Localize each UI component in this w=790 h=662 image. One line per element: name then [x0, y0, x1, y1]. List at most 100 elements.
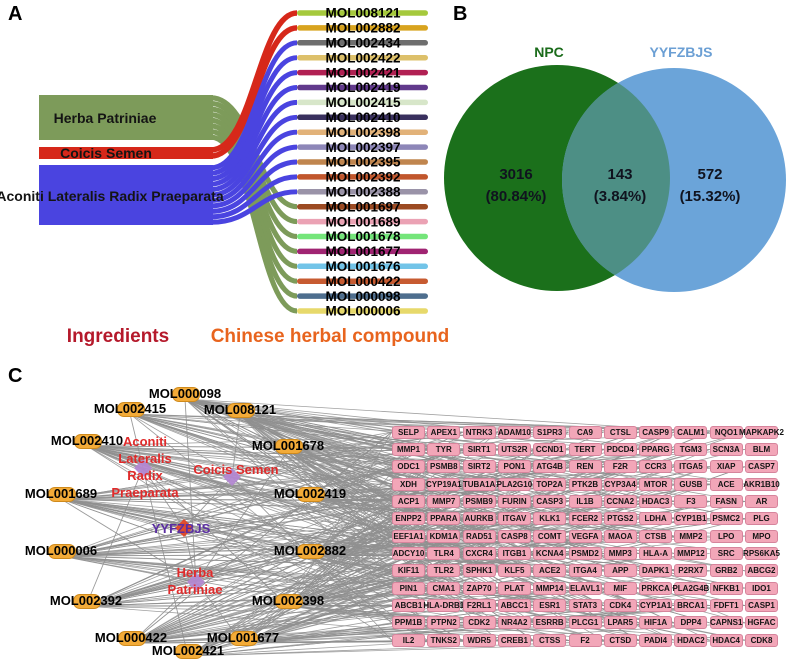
- gene-node-CASP1: CASP1: [745, 599, 778, 612]
- network-node-MOL001677: MOL001677: [197, 630, 289, 646]
- gene-node-NFKB1: NFKB1: [709, 581, 743, 595]
- network-edge: [242, 587, 746, 644]
- gene-node-APP: APP: [603, 564, 637, 578]
- venn-pct-yyfzbjs: (15.32%): [679, 188, 741, 205]
- network-edge: [287, 431, 393, 452]
- gene-node-GRB2: GRB2: [709, 564, 743, 578]
- gene-node-F2: F2: [568, 633, 602, 647]
- gene-node-KLF5: KLF5: [497, 564, 531, 578]
- sankey-target-bar-MOL002395: [297, 159, 428, 165]
- gene-node-ABCG2: ABCG2: [745, 564, 778, 578]
- network-edge-formula: [142, 467, 185, 529]
- gene-node-PLA2G10: PLA2G10: [496, 477, 533, 491]
- gene-node-PRKCA: PRKCA: [639, 581, 673, 595]
- gene-node-AURKB: AURKB: [462, 512, 496, 526]
- network-node-MOL001678: MOL001678: [242, 438, 334, 454]
- sankey-target-label: MOL000006: [325, 304, 401, 319]
- gene-node-PLG: PLG: [745, 512, 778, 526]
- sankey-target-label: MOL002415: [325, 95, 401, 110]
- gene-node-AR: AR: [745, 494, 778, 508]
- herb-node-marker-yyfzbjs: [175, 519, 193, 537]
- gene-node-ENPP2: ENPP2: [392, 512, 425, 526]
- venn-label-yyfzbjs: YYFZBJS: [649, 44, 713, 60]
- sankey-target-bar-MOL000098: [297, 293, 428, 299]
- gene-node-TERT: TERT: [568, 442, 602, 456]
- gene-node-S1PR3: S1PR3: [533, 425, 567, 439]
- gene-node-REN: REN: [568, 460, 602, 474]
- sankey-left-title: Ingredients: [66, 326, 170, 347]
- sankey-target-label: MOL002388: [325, 185, 401, 200]
- gene-node-CA9: CA9: [568, 425, 602, 439]
- sankey-flow-MOL002398: [210, 129, 298, 203]
- network-edge: [184, 398, 393, 537]
- sankey-target-label: MOL002397: [325, 140, 400, 155]
- gene-node-DAPK1: DAPK1: [639, 564, 673, 578]
- gene-node-SPHK1: SPHK1: [462, 564, 496, 578]
- sankey-flow-MOL002421: [210, 70, 298, 182]
- network-node-MOL002392: MOL002392: [40, 593, 132, 609]
- gene-node-APEX1: APEX1: [427, 425, 461, 439]
- sankey-target-label: MOL000422: [325, 274, 400, 289]
- network-label-aconiti: Aconiti Lateralis Radix Praeparata: [111, 434, 179, 500]
- node-marker: [48, 487, 76, 502]
- network-edge-herb: [231, 414, 241, 478]
- gene-node-TYR: TYR: [427, 442, 461, 456]
- sankey-target-label: MOL001678: [325, 229, 401, 244]
- gene-node-EEF1A1: EEF1A1: [392, 529, 425, 543]
- sankey-flow-MOL001676: [210, 117, 298, 269]
- gene-node-CTSS: CTSS: [533, 633, 567, 647]
- gene-node-PLCG1: PLCG1: [568, 616, 602, 630]
- gene-node-KIF11: KIF11: [392, 564, 425, 578]
- network-node-MOL000422: MOL000422: [85, 630, 177, 646]
- network-edge: [187, 605, 710, 657]
- network-edge: [130, 466, 428, 644]
- network-edge: [85, 483, 428, 607]
- gene-node-CCND1: CCND1: [533, 442, 567, 456]
- network-edge: [130, 431, 393, 644]
- node-label: MOL001678: [251, 438, 325, 453]
- panel-b-label: B: [453, 3, 468, 25]
- gene-node-UTS2R: UTS2R: [497, 442, 531, 456]
- gene-node-LPO: LPO: [709, 529, 743, 543]
- network-edge: [187, 553, 428, 657]
- network-node-MOL002398: MOL002398: [242, 593, 334, 609]
- network-edge-herb: [142, 467, 289, 607]
- sankey-target-bar-MOL002419: [297, 84, 428, 91]
- sankey-target-bar-MOL002398: [297, 129, 428, 135]
- gene-node-CXCR4: CXCR4: [462, 546, 496, 560]
- network-edge: [130, 587, 498, 644]
- gene-node-HLA-A: HLA-A: [639, 546, 673, 560]
- node-label: MOL001689: [24, 486, 98, 501]
- gene-node-RAD51: RAD51: [462, 529, 496, 543]
- node-marker: [117, 402, 145, 417]
- gene-node-ABCB1: ABCB1: [392, 599, 425, 612]
- gene-node-SIRT2: SIRT2: [462, 460, 496, 474]
- network-edge: [184, 398, 675, 450]
- gene-node-PDCD4: PDCD4: [603, 442, 637, 456]
- node-marker: [297, 544, 325, 559]
- network-edge: [187, 605, 498, 657]
- node-marker: [73, 594, 101, 609]
- network-edge: [60, 466, 428, 500]
- gene-node-ADCY10: ADCY10: [392, 546, 425, 560]
- sankey-source-label: Coicis Semen: [60, 145, 152, 161]
- gene-node-HGFAC: HGFAC: [745, 616, 778, 630]
- gene-node-CREB1: CREB1: [497, 633, 531, 647]
- gene-node-SELP: SELP: [392, 425, 425, 439]
- gene-node-MMP2: MMP2: [674, 529, 708, 543]
- network-edge-herb: [184, 398, 197, 583]
- gene-node-HDAC2: HDAC2: [674, 633, 708, 647]
- network-edge: [242, 483, 640, 644]
- gene-node-MAPKAPK2: MAPKAPK2: [739, 425, 784, 439]
- gene-node-IL1B: IL1B: [568, 494, 602, 508]
- sankey-target-bar-MOL002434: [297, 40, 428, 46]
- network-edge: [309, 498, 746, 589]
- node-label: MOL001677: [206, 630, 280, 645]
- gene-node-CDK2: CDK2: [462, 616, 496, 630]
- network-edge-formula: [183, 527, 197, 583]
- gene-node-RPS6KA5: RPS6KA5: [743, 546, 780, 560]
- herb-node-marker-aconiti: [134, 459, 152, 477]
- sankey-target-bar-MOL002421: [297, 69, 428, 76]
- network-edge: [60, 449, 428, 500]
